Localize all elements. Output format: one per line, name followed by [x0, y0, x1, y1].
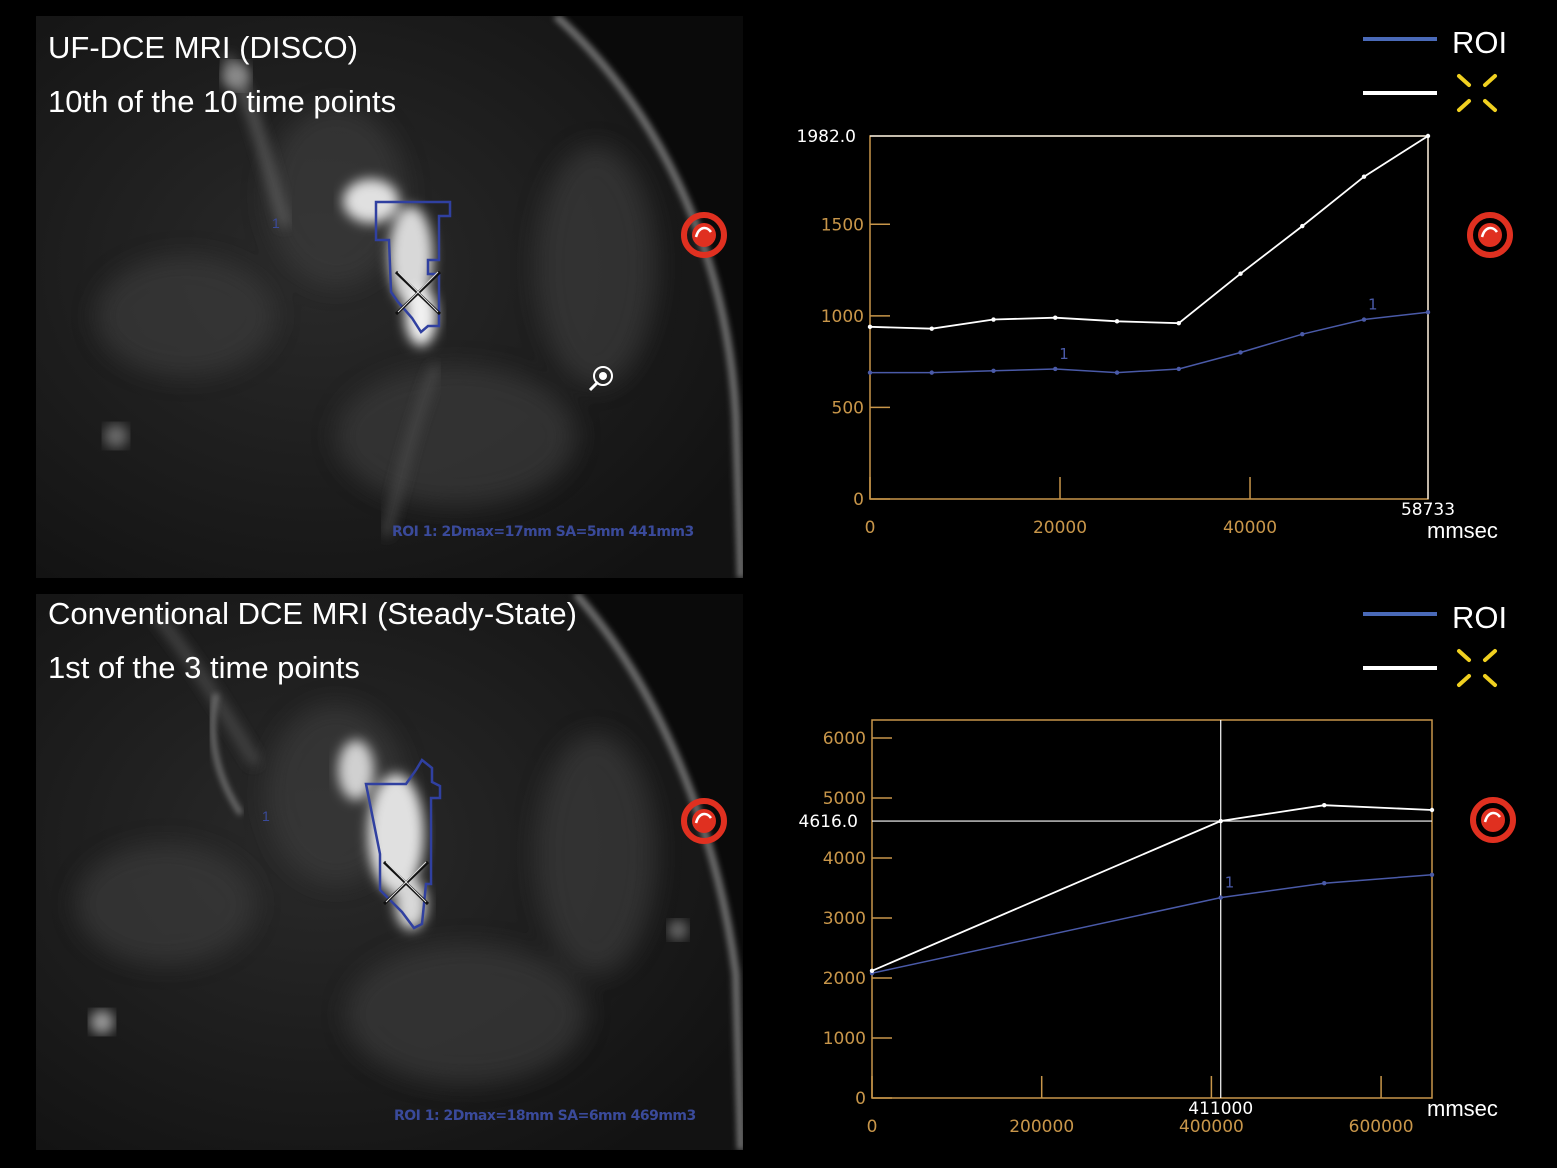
- data-point: [1300, 331, 1305, 337]
- data-point: [1322, 881, 1327, 886]
- data-point: [1053, 315, 1058, 320]
- data-point: [991, 368, 996, 373]
- y-tick-label: 0: [855, 1089, 866, 1109]
- cursor-y-value-label: 4616.0: [799, 812, 858, 832]
- data-point: [1114, 370, 1120, 375]
- data-point: [991, 317, 996, 322]
- roi-curve: [870, 311, 1429, 374]
- y-tick-label: 2000: [823, 969, 866, 989]
- data-point: [1218, 895, 1223, 900]
- roi-number-label: 1: [262, 808, 270, 824]
- panel-subtitle-top: 10th of the 10 time points: [48, 84, 397, 119]
- legend-roi-label: ROI: [1452, 600, 1508, 635]
- mri-scan-bottom: [36, 594, 743, 1150]
- yellow-cross-cursor-icon: [1457, 74, 1497, 112]
- data-point: [1425, 133, 1431, 139]
- cursor-curve: [869, 135, 1429, 330]
- x-tick-label: 0: [867, 1117, 878, 1137]
- roi-number-label: 1: [272, 215, 280, 231]
- legend-roi-swatch: [1363, 37, 1437, 41]
- mri-image-top[interactable]: 1 ROI 1: 2Dmax=17mm SA=5mm 441mm3: [36, 16, 743, 578]
- cursor-y-value-label: 1982.0: [797, 127, 856, 147]
- x-tick-label: 200000: [1009, 1117, 1074, 1137]
- roi-curve: [871, 874, 1433, 974]
- signal-intensity-chart-top[interactable]: 0 500 1000 1500 0 20000 40000 1982.0 58733 1 1: [780, 125, 1480, 555]
- x-tick-label: 600000: [1349, 1117, 1414, 1137]
- plot-frame: [869, 135, 1429, 500]
- x-tick-label: 0: [865, 518, 876, 538]
- data-point: [1300, 223, 1305, 229]
- data-point: [1218, 818, 1223, 824]
- ge-logo-icon: [1470, 797, 1516, 843]
- legend-roi-label: ROI: [1452, 25, 1508, 60]
- x-tick-label: 40000: [1223, 518, 1277, 538]
- magnifier-cursor-icon: [588, 366, 613, 392]
- roi-outline[interactable]: [374, 200, 452, 334]
- mri-scan-top: [36, 16, 743, 578]
- panel-title-bottom: Conventional DCE MRI (Steady-State): [48, 596, 577, 631]
- roi-measurement-info: ROI 1: 2Dmax=18mm SA=6mm 469mm3: [394, 1108, 696, 1124]
- data-point: [1238, 271, 1243, 276]
- y-tick-label: 1000: [821, 307, 864, 327]
- y-tick-label: 3000: [823, 909, 866, 929]
- data-point: [1429, 872, 1435, 877]
- y-tick-label: 500: [832, 398, 864, 418]
- cursor-curve: [871, 804, 1433, 972]
- data-point: [929, 370, 934, 375]
- data-point: [867, 370, 873, 375]
- y-tick-label: 5000: [823, 789, 866, 809]
- roi-series-label: 1: [1368, 296, 1378, 314]
- x-tick-label: 400000: [1179, 1117, 1244, 1137]
- yellow-cross-cursor-icon: [1457, 649, 1497, 687]
- roi-series-label: 1: [1059, 345, 1069, 363]
- y-tick-label: 4000: [823, 849, 866, 869]
- data-point: [1176, 366, 1181, 372]
- data-point: [1429, 807, 1435, 813]
- legend-cursor-swatch: [1363, 666, 1437, 670]
- ge-logo-icon: [681, 212, 727, 258]
- signal-intensity-chart-bottom[interactable]: 0 1000 2000 3000 4000 5000 6000 0 200000 400000 60…: [780, 710, 1480, 1140]
- data-point: [1361, 317, 1367, 322]
- legend-cursor-swatch: [1363, 91, 1437, 95]
- y-tick-label: 6000: [823, 729, 866, 749]
- legend-roi-swatch: [1363, 612, 1437, 616]
- data-point: [1238, 350, 1243, 355]
- data-point: [1114, 319, 1120, 324]
- y-tick-label: 1000: [823, 1029, 866, 1049]
- y-tick-label: 1500: [821, 215, 864, 235]
- data-point: [1425, 309, 1431, 315]
- panel-subtitle-bottom: 1st of the 3 time points: [48, 650, 360, 685]
- x-axis-unit-label: mmsec: [1427, 1096, 1498, 1121]
- data-point: [1053, 366, 1058, 372]
- cursor-x-value-label: 58733: [1401, 500, 1455, 520]
- x-axis-unit-label: mmsec: [1427, 518, 1498, 543]
- y-tick-label: 0: [853, 490, 864, 510]
- data-point: [1322, 803, 1327, 808]
- panel-title-top: UF-DCE MRI (DISCO): [48, 30, 358, 65]
- data-point: [867, 324, 873, 330]
- plot-frame: [871, 719, 1433, 1099]
- ge-logo-icon: [1467, 212, 1513, 258]
- cursor-x-value-label: 411000: [1188, 1099, 1253, 1119]
- data-point: [1176, 320, 1181, 326]
- roi-outline[interactable]: [364, 758, 442, 930]
- roi-measurement-info: ROI 1: 2Dmax=17mm SA=5mm 441mm3: [392, 524, 694, 540]
- data-point: [1361, 174, 1367, 179]
- data-point: [869, 968, 875, 973]
- x-tick-label: 20000: [1033, 518, 1087, 538]
- mri-image-bottom[interactable]: 1 ROI 1: 2Dmax=18mm SA=6mm 469mm3: [36, 594, 743, 1150]
- data-point: [929, 326, 934, 331]
- ge-logo-icon: [681, 798, 727, 844]
- roi-series-label: 1: [1225, 874, 1235, 892]
